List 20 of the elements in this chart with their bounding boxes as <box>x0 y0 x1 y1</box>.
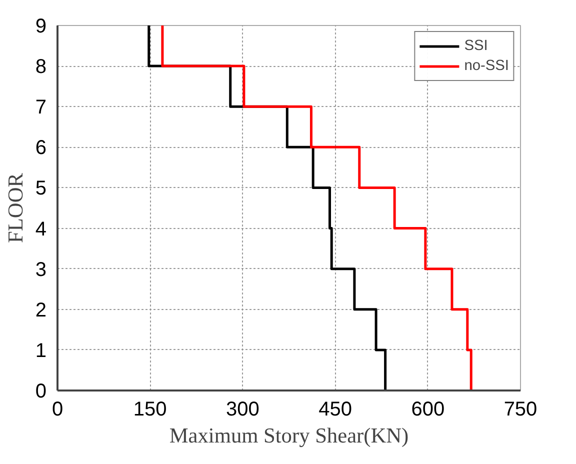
y-tick-label: 9 <box>35 16 46 38</box>
y-tick-label: 3 <box>35 258 46 281</box>
y-tick-label: 7 <box>35 96 46 119</box>
legend-label: no-SSI <box>464 58 509 74</box>
x-tick-label: 750 <box>504 398 538 420</box>
legend-label: SSI <box>464 38 488 54</box>
y-tick-label: 6 <box>35 137 46 160</box>
y-tick-label: 1 <box>35 340 46 362</box>
x-tick-label: 0 <box>52 398 64 420</box>
x-axis-title: Maximum Story Shear(KN) <box>169 424 409 448</box>
y-tick-label: 8 <box>35 56 46 78</box>
y-tick-label: 4 <box>35 218 46 240</box>
x-tick-label: 600 <box>411 398 445 420</box>
y-tick-label: 5 <box>35 178 46 200</box>
y-axis-title: FLOOR <box>3 172 28 243</box>
x-tick-label: 450 <box>318 398 352 420</box>
y-tick-label: 0 <box>35 380 46 402</box>
x-tick-label: 300 <box>226 398 260 420</box>
y-tick-label: 2 <box>35 299 46 322</box>
x-tick-label: 150 <box>133 398 167 420</box>
